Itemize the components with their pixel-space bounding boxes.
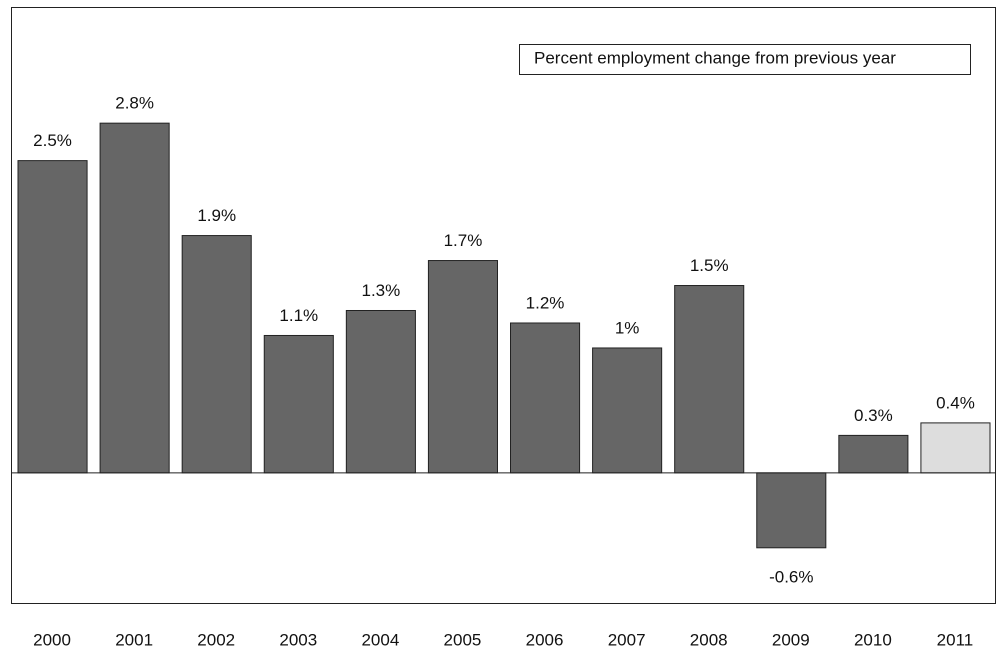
x-tick-label: 2004: [361, 630, 399, 649]
legend-box: [519, 44, 971, 75]
data-label: 1.5%: [690, 256, 729, 275]
bar: [181, 235, 252, 474]
x-tick-label: 2005: [444, 630, 482, 649]
x-tick-label: 2008: [690, 630, 728, 649]
bar: [920, 422, 991, 474]
bar: [263, 334, 334, 474]
data-label: 1.2%: [526, 293, 565, 312]
x-tick-label: 2001: [115, 630, 153, 649]
bar: [674, 285, 745, 474]
x-tick-label: 2003: [279, 630, 317, 649]
data-label: 0.4%: [936, 393, 975, 412]
data-label: 1.1%: [279, 306, 318, 325]
bar: [756, 472, 827, 549]
x-tick-label: 2011: [937, 630, 974, 649]
legend-label: Percent employment change from previous …: [534, 48, 896, 67]
bar: [427, 260, 498, 474]
bar: [99, 122, 170, 474]
data-label: 1%: [615, 318, 640, 337]
bar: [17, 160, 88, 474]
data-label: 1.9%: [197, 206, 236, 225]
bar: [510, 322, 581, 474]
bar: [345, 309, 416, 474]
bar: [592, 347, 663, 474]
x-tick-label: 2002: [197, 630, 235, 649]
data-label: 1.7%: [444, 231, 483, 250]
data-label: 0.3%: [854, 406, 893, 425]
data-label: 2.5%: [33, 131, 72, 150]
data-label: 2.8%: [115, 94, 154, 113]
x-tick-label: 2006: [526, 630, 564, 649]
x-tick-label: 2009: [772, 630, 810, 649]
x-tick-label: 2007: [608, 630, 646, 649]
data-label: -0.6%: [769, 567, 813, 586]
x-tick-label: 2010: [854, 630, 892, 649]
bar: [838, 434, 909, 474]
data-label: 1.3%: [362, 281, 401, 300]
x-tick-label: 2000: [33, 630, 71, 649]
plot-frame: [11, 7, 996, 604]
